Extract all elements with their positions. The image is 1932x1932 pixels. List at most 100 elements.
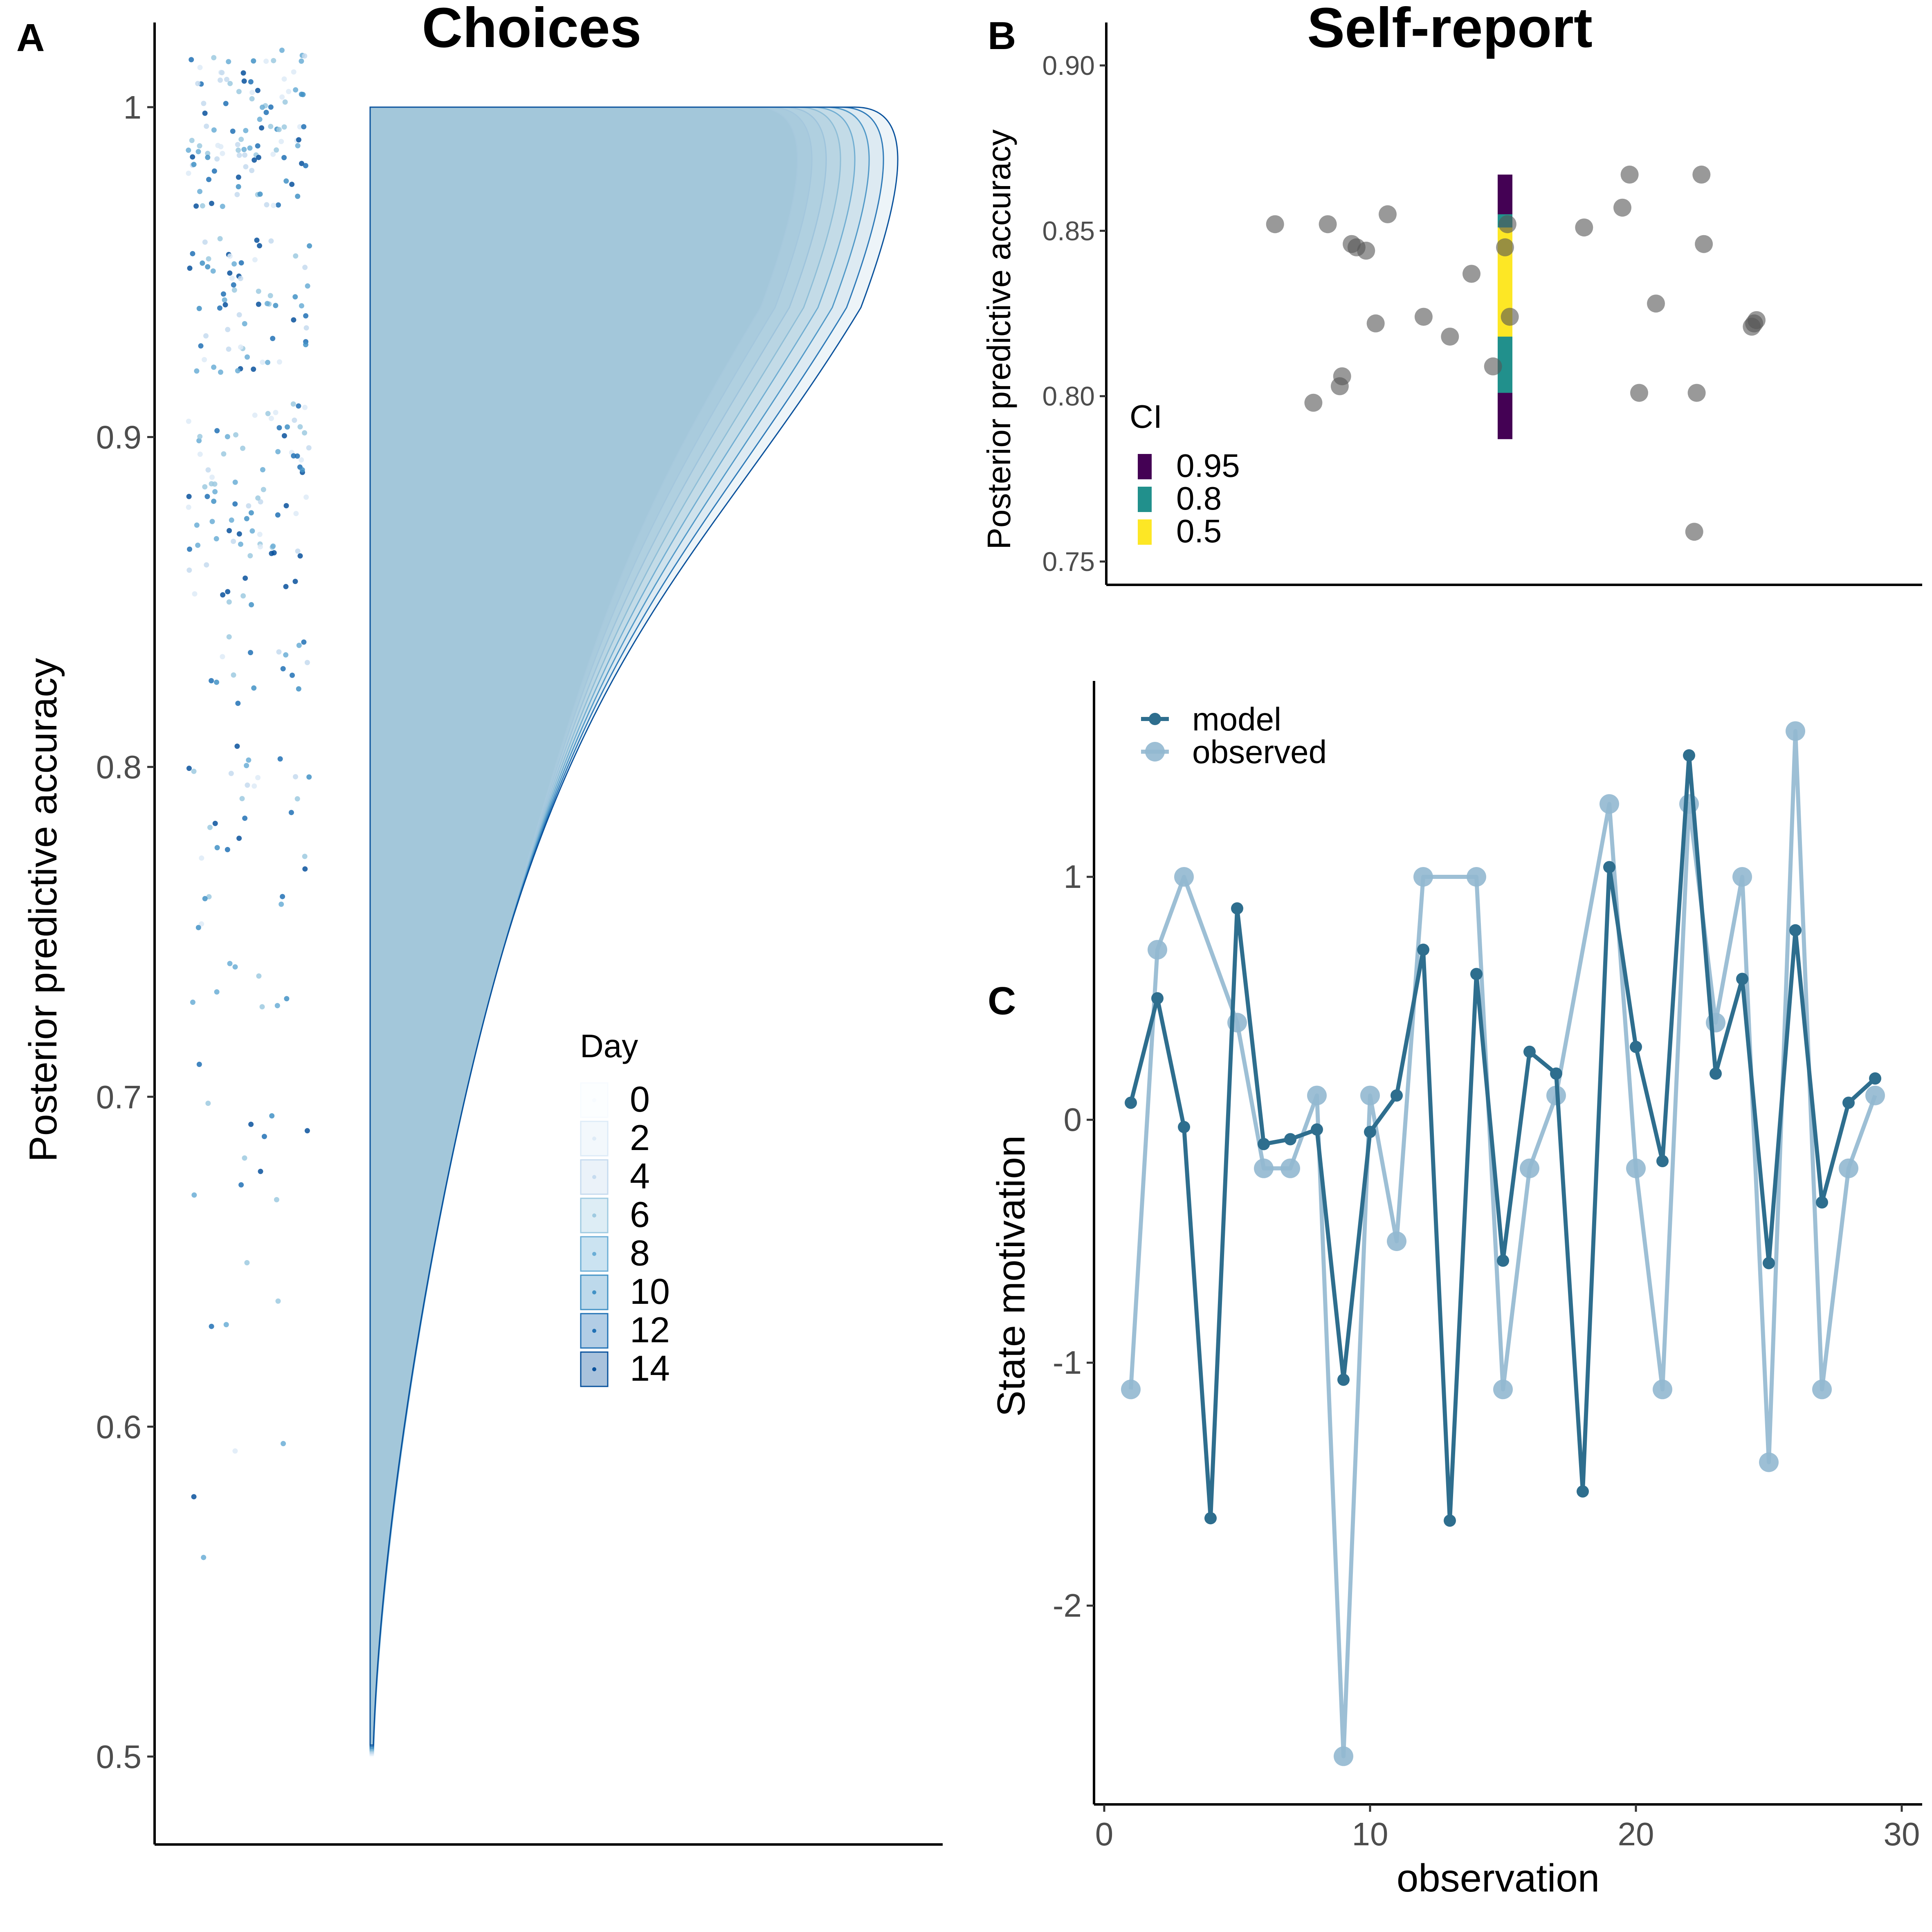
- day-legend-key-point: [592, 1367, 596, 1371]
- model-point: [1603, 861, 1615, 874]
- jitter-point: [198, 343, 204, 349]
- jitter-point: [212, 481, 218, 487]
- jitter-point: [282, 99, 288, 105]
- jitter-point: [238, 276, 243, 281]
- jitter-point: [241, 78, 247, 84]
- jitter-point: [264, 301, 270, 306]
- jitter-point: [191, 1192, 197, 1198]
- jitter-point: [246, 503, 252, 509]
- observed-point: [1360, 1085, 1380, 1105]
- jitter-point: [285, 424, 290, 430]
- jitter-point: [249, 168, 255, 173]
- jitter-point: [268, 238, 274, 244]
- motivation-legend-key-point: [1149, 713, 1161, 725]
- jitter-point: [195, 542, 201, 548]
- jitter-point: [303, 163, 308, 168]
- model-point: [1178, 1121, 1190, 1133]
- jitter-point: [227, 961, 233, 966]
- jitter-point: [293, 774, 298, 780]
- panel-b-ytick-label: 0.90: [1042, 50, 1095, 81]
- jitter-point: [248, 510, 254, 516]
- jitter-point: [227, 253, 233, 259]
- self-report-point: [1647, 294, 1665, 313]
- jitter-point: [223, 101, 229, 106]
- jitter-point: [226, 346, 231, 352]
- model-point: [1736, 973, 1748, 985]
- jitter-point: [269, 550, 274, 556]
- jitter-point: [276, 127, 282, 133]
- jitter-point: [220, 151, 225, 156]
- jitter-point: [273, 410, 279, 416]
- jitter-point: [299, 58, 304, 64]
- jitter-point: [238, 344, 243, 350]
- jitter-point: [223, 1322, 229, 1328]
- jitter-point: [283, 503, 289, 508]
- jitter-point: [255, 495, 261, 501]
- day-legend-key-point: [592, 1098, 596, 1102]
- jitter-point: [283, 584, 289, 589]
- self-report-point: [1501, 308, 1519, 326]
- jitter-point: [297, 424, 303, 430]
- model-point: [1523, 1045, 1536, 1058]
- jitter-point: [214, 428, 220, 434]
- jitter-point: [202, 484, 208, 490]
- jitter-point: [246, 757, 252, 763]
- jitter-point: [280, 666, 286, 672]
- model-point: [1417, 944, 1429, 956]
- observed-point: [1174, 867, 1194, 887]
- ci-legend-label: 0.95: [1176, 447, 1240, 484]
- self-report-point: [1441, 328, 1459, 346]
- jitter-point: [195, 149, 201, 155]
- jitter-point: [189, 57, 194, 63]
- panel-a-axes: 0.5 0.6 0.7 0.8 0.9 1: [96, 22, 943, 1846]
- self-report-point: [1685, 523, 1703, 541]
- panel-b-axes: 0.75 0.80 0.85 0.90: [1042, 22, 1922, 586]
- jitter-point: [235, 142, 240, 147]
- jitter-point: [279, 139, 284, 144]
- jitter-point: [255, 88, 261, 93]
- jitter-point: [292, 579, 298, 584]
- jitter-point: [269, 1113, 275, 1119]
- jitter-point: [200, 203, 205, 209]
- panel-a-ytick-label: 1: [124, 89, 142, 126]
- jitter-point: [249, 528, 255, 534]
- observed-point: [1281, 1158, 1300, 1178]
- panel-b-ytick-label: 0.85: [1042, 216, 1095, 246]
- jitter-point: [252, 412, 258, 418]
- model-point: [1763, 1257, 1775, 1269]
- jitter-point: [299, 303, 304, 309]
- panel-label-a: A: [16, 16, 45, 60]
- jitter-point: [240, 445, 245, 451]
- jitter-point: [293, 253, 299, 259]
- jitter-point: [296, 643, 302, 648]
- panel-c-ytick-label: 0: [1064, 1101, 1082, 1138]
- jitter-point: [247, 145, 253, 151]
- jitter-point: [194, 522, 200, 528]
- observed-point: [1254, 1158, 1274, 1178]
- jitter-point: [234, 192, 240, 198]
- model-point: [1258, 1138, 1270, 1150]
- jitter-point: [257, 532, 263, 537]
- observed-point: [1839, 1158, 1858, 1178]
- jitter-point: [196, 1062, 202, 1067]
- jitter-point: [284, 996, 290, 1002]
- jitter-point: [220, 592, 226, 598]
- panel-c-ylabel: State motivation: [989, 1135, 1033, 1417]
- ci-legend-key: [1138, 454, 1152, 479]
- day-legend-key-point: [592, 1329, 596, 1333]
- jitter-point: [268, 124, 274, 129]
- model-point: [1842, 1096, 1855, 1109]
- jitter-point: [268, 104, 274, 110]
- jitter-point: [240, 593, 246, 599]
- jitter-point: [231, 672, 236, 678]
- jitter-point: [205, 467, 211, 473]
- jitter-point: [299, 457, 304, 463]
- jitter-point: [304, 1128, 310, 1134]
- jitter-point: [281, 1441, 286, 1447]
- jitter-point: [292, 418, 297, 423]
- jitter-point: [283, 178, 289, 184]
- jitter-point: [252, 257, 258, 263]
- jitter-point: [247, 553, 253, 559]
